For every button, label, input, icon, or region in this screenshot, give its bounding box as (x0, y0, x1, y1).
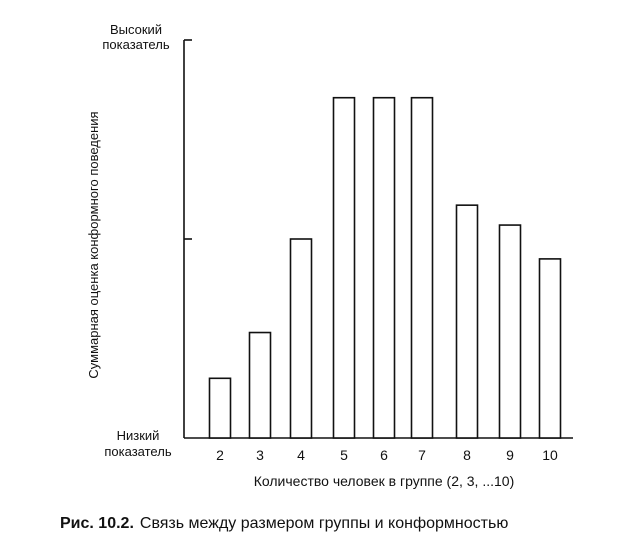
x-tick-label-10: 10 (542, 447, 558, 463)
y-bottom-label-line1: Низкий (117, 428, 160, 443)
y-bottom-label-line2: показатель (104, 444, 171, 459)
bar-8 (455, 204, 479, 439)
x-tick-label-2: 2 (216, 447, 224, 463)
x-axis-title: Количество человек в группе (2, 3, ...10… (254, 473, 514, 489)
x-tick-label-5: 5 (340, 447, 348, 463)
x-tick-label-7: 7 (418, 447, 426, 463)
bar-9 (498, 224, 522, 439)
x-tick-label-4: 4 (297, 447, 305, 463)
figure-caption: Рис. 10.2. Связь между размером группы и … (60, 515, 508, 532)
bar-2 (208, 377, 232, 439)
bars-group (208, 96, 562, 439)
bar-10 (538, 258, 562, 439)
x-tick-label-9: 9 (506, 447, 514, 463)
bar-5 (332, 96, 356, 439)
x-tick-label-3: 3 (256, 447, 264, 463)
x-tick-labels: 2 3 4 5 6 7 8 9 10 (216, 447, 558, 463)
bar-4 (289, 238, 313, 439)
caption-prefix: Рис. 10.2. (60, 515, 134, 532)
x-tick-label-8: 8 (463, 447, 471, 463)
bar-6 (372, 96, 396, 439)
x-tick-label-6: 6 (380, 447, 388, 463)
y-top-label-line1: Высокий (110, 22, 162, 37)
bar-7 (410, 96, 434, 439)
y-axis-title: Суммарная оценка конформного поведения (86, 111, 101, 378)
y-top-label-line2: показатель (102, 37, 169, 52)
caption-text: Связь между размером группы и конформнос… (140, 515, 508, 532)
bar-3 (248, 331, 272, 439)
